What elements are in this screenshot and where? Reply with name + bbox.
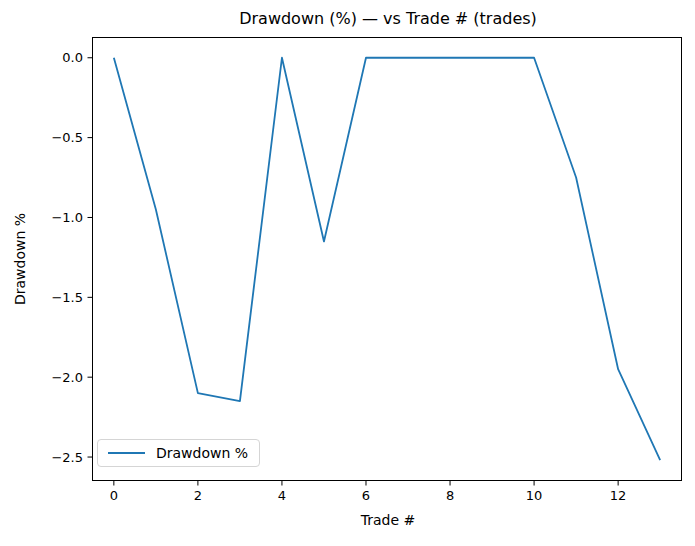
legend-line-sample <box>108 452 145 454</box>
y-tick-label: −0.5 <box>51 130 83 145</box>
y-tick-label: 0.0 <box>62 50 83 65</box>
x-tick-label: 12 <box>610 488 627 503</box>
legend: Drawdown % <box>97 439 260 467</box>
y-axis-label: Drawdown % <box>12 213 28 305</box>
y-tick-label: −1.5 <box>51 290 83 305</box>
figure: Drawdown (%) — vs Trade # (trades) 02468… <box>0 0 695 546</box>
series-line <box>114 58 660 460</box>
x-tick-label: 8 <box>446 488 454 503</box>
x-tick-label: 4 <box>278 488 286 503</box>
x-tick-label: 2 <box>194 488 202 503</box>
y-tick-label: −2.0 <box>51 370 83 385</box>
x-tick-label: 10 <box>526 488 543 503</box>
x-tick-label: 0 <box>110 488 118 503</box>
y-tick-label: −2.5 <box>51 450 83 465</box>
x-axis-label: Trade # <box>361 512 416 528</box>
x-tick-label: 6 <box>362 488 370 503</box>
legend-label: Drawdown % <box>156 445 248 461</box>
y-tick-label: −1.0 <box>51 210 83 225</box>
